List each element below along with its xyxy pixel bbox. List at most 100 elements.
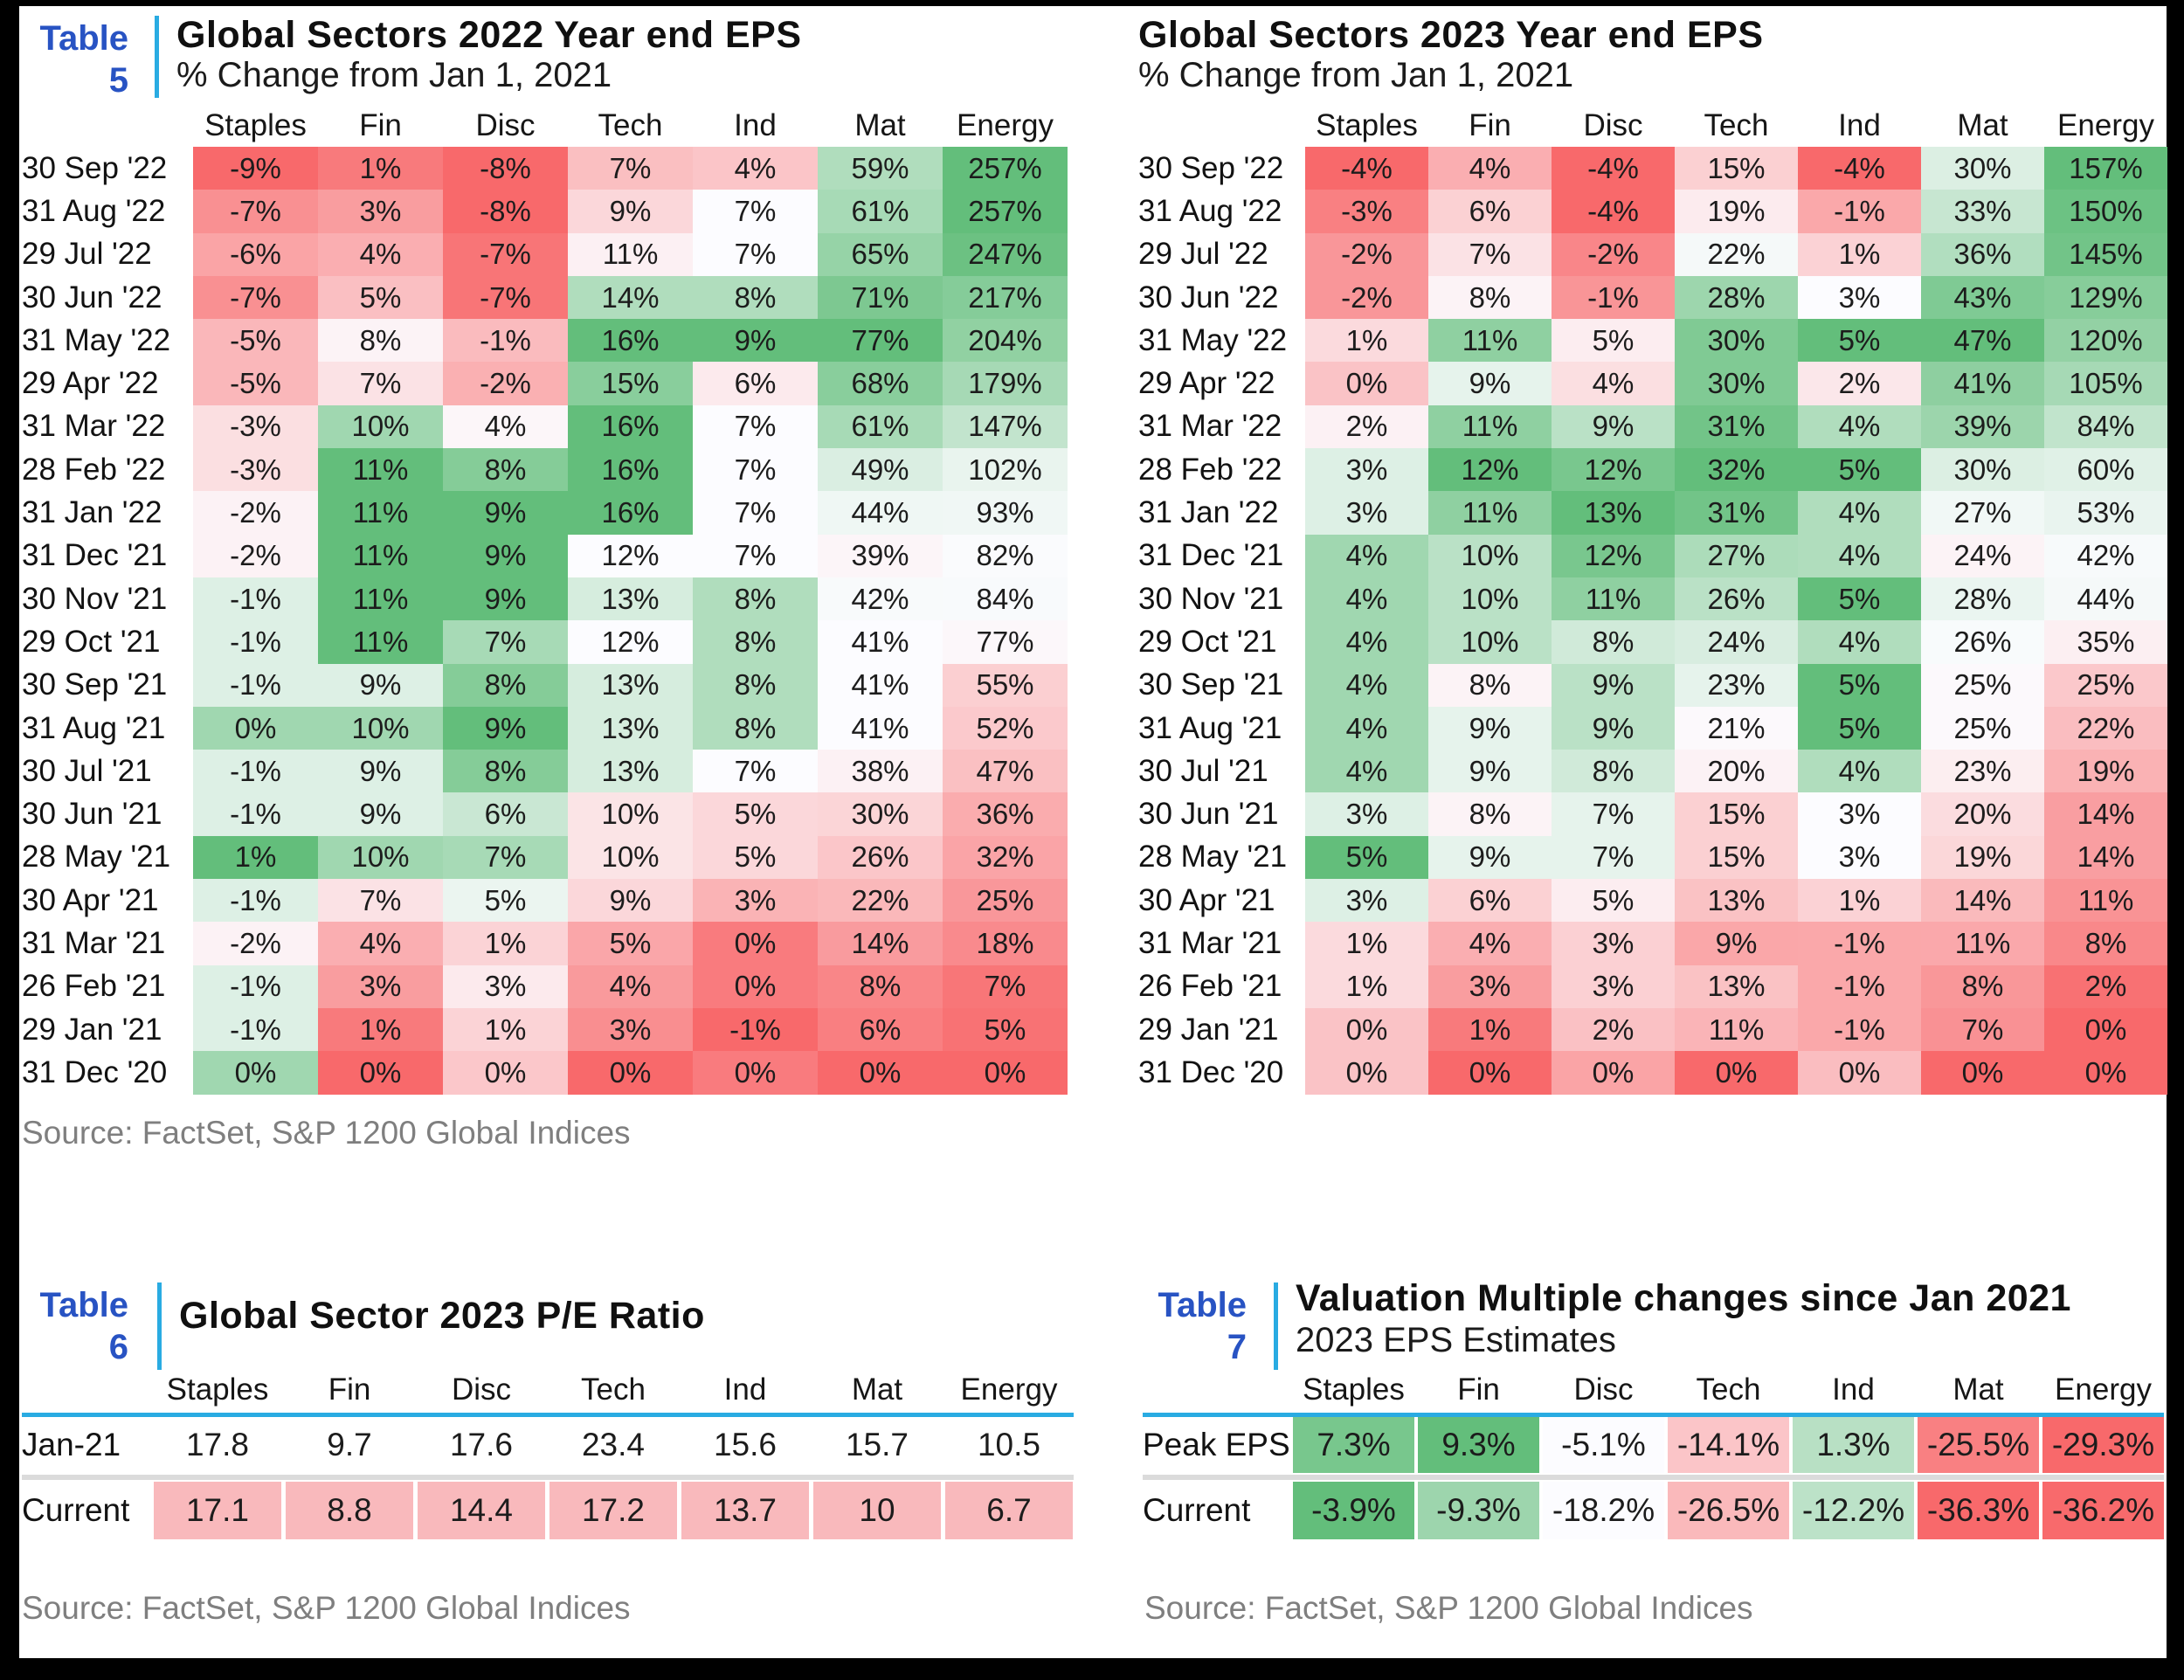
heatmap-cell: 0% <box>1305 1051 1428 1095</box>
heatmap-cell: 2% <box>1552 1007 1675 1052</box>
heatmap-cell: -1% <box>1798 1007 1921 1052</box>
value-cell: -26.5% <box>1668 1482 1789 1539</box>
heatmap-cell: 9% <box>693 319 818 363</box>
heatmap-cell: 204% <box>943 319 1068 363</box>
heatmap-cell: 11% <box>1428 319 1552 363</box>
column-header: Disc <box>475 108 536 142</box>
heatmap-cell: 30% <box>818 792 943 836</box>
header-divider-line <box>22 1413 1074 1417</box>
heatmap-cell: 1% <box>318 1007 443 1052</box>
header-row: Staples Fin Disc Tech Ind Mat Energy <box>22 1367 1074 1413</box>
table5-label-word: Table <box>39 19 128 58</box>
table7-label-word: Table <box>1158 1286 1247 1324</box>
heatmap-cell: 11% <box>1428 404 1552 449</box>
column-header: Disc <box>451 1372 512 1407</box>
heatmap-cell: 4% <box>1428 147 1552 190</box>
heatmap-cell: 5% <box>693 835 818 880</box>
row-divider-line <box>22 1475 1074 1480</box>
heatmap-cell: 22% <box>1675 232 1798 276</box>
table6-title: Global Sector 2023 P/E Ratio <box>179 1295 705 1337</box>
heatmap-cell: 16% <box>568 491 693 535</box>
heatmap-cell: 60% <box>2044 448 2167 492</box>
heatmap-cell: 1% <box>318 147 443 190</box>
heatmap-cell: 43% <box>1921 275 2044 320</box>
column-header: Mat <box>1952 1372 2004 1407</box>
heatmap-cell: 9% <box>318 750 443 793</box>
heatmap-cell: 0% <box>193 706 318 750</box>
column-header: Fin <box>1469 108 1511 142</box>
heatmap-cell: 3% <box>693 879 818 923</box>
row-label: 30 Jun '22 <box>22 280 162 315</box>
row-label: 28 May '21 <box>1138 840 1288 875</box>
table2023-subtitle: % Change from Jan 1, 2021 <box>1138 56 1574 94</box>
column-header: Mat <box>1957 108 2008 142</box>
heatmap-cell: 4% <box>1798 750 1921 793</box>
heatmap-cell: 4% <box>1305 534 1428 577</box>
heatmap-cell: 6% <box>443 792 568 836</box>
row-label: 31 Dec '21 <box>22 538 168 573</box>
heatmap-cell: 10% <box>1428 620 1552 664</box>
heatmap-cell: 12% <box>1552 448 1675 492</box>
heatmap-cell: -2% <box>193 534 318 577</box>
heatmap-cell: 47% <box>1921 319 2044 363</box>
value-cell: -18.2% <box>1543 1482 1664 1539</box>
heatmap-cell: 4% <box>1798 620 1921 664</box>
heatmap-cell: 3% <box>568 1007 693 1052</box>
heatmap-cell: 3% <box>318 190 443 233</box>
heatmap-cell: 5% <box>568 922 693 965</box>
heatmap-cell: 0% <box>1305 362 1428 405</box>
heatmap-cell: 4% <box>1798 534 1921 577</box>
row-label: 31 Mar '21 <box>22 925 166 960</box>
heatmap-cell: 10% <box>1428 534 1552 577</box>
row-label: 28 May '21 <box>22 840 171 875</box>
heatmap-cell: 4% <box>568 964 693 1008</box>
heatmap-cell: 0% <box>193 1051 318 1095</box>
heatmap-cell: 8% <box>1428 792 1552 836</box>
heatmap-cell: 23% <box>1921 750 2044 793</box>
heatmap-cell: 8% <box>1428 663 1552 707</box>
row-label: 29 Oct '21 <box>22 624 161 659</box>
column-header: Staples <box>1316 108 1418 142</box>
heatmap-cell: 9% <box>318 792 443 836</box>
heatmap-cell: -2% <box>1552 232 1675 276</box>
table-row: Current -3.9% -9.3% -18.2% -26.5% -12.2% -36.3… <box>1143 1482 2164 1539</box>
row-label: 26 Feb '21 <box>1138 969 1282 1004</box>
column-header: Energy <box>2057 108 2154 142</box>
heatmap-cell: 3% <box>1305 448 1428 492</box>
row-label: 30 Jul '21 <box>22 753 152 788</box>
heatmap-cell: -1% <box>1552 275 1675 320</box>
column-header: Mat <box>854 108 906 142</box>
heatmap-cell: 41% <box>818 620 943 664</box>
table2023-heatmap: Staples Fin Disc Tech Ind Mat Energy 30 Sep '22… <box>1138 105 2167 1095</box>
heatmap-cell: 4% <box>693 147 818 190</box>
heatmap-cell: 3% <box>1305 792 1428 836</box>
row-label: 31 Mar '22 <box>1138 409 1282 444</box>
heatmap-cell: 4% <box>1305 577 1428 621</box>
column-header: Staples <box>204 108 307 142</box>
heatmap-cell: 12% <box>1428 448 1552 492</box>
heatmap-cell: 13% <box>568 577 693 621</box>
heatmap-cell: 23% <box>1675 663 1798 707</box>
heatmap-cell: 26% <box>818 835 943 880</box>
heatmap-cell: -7% <box>443 275 568 320</box>
heatmap-cell: 8% <box>693 620 818 664</box>
heatmap-cell: 0% <box>318 1051 443 1095</box>
column-header: Ind <box>734 108 777 142</box>
value-cell: -3.9% <box>1293 1482 1414 1539</box>
value-cell: -9.3% <box>1418 1482 1539 1539</box>
column-header: Fin <box>1457 1372 1500 1407</box>
heatmap-cell: 55% <box>943 663 1068 707</box>
heatmap-cell: 129% <box>2044 275 2167 320</box>
heatmap-cell: 6% <box>818 1007 943 1052</box>
heatmap-cell: 8% <box>2044 922 2167 965</box>
table-row: Peak EPS 7.3% 9.3% -5.1% -14.1% 1.3% -25.5% -29… <box>1143 1417 2164 1473</box>
heatmap-cell: 30% <box>1675 319 1798 363</box>
heatmap-cell: 36% <box>943 792 1068 836</box>
heatmap-cell: 14% <box>568 275 693 320</box>
heatmap-cell: 30% <box>1675 362 1798 405</box>
heatmap-cell: 25% <box>1921 706 2044 750</box>
heatmap-cell: 14% <box>818 922 943 965</box>
heatmap-cell: 3% <box>1798 275 1921 320</box>
row-label: 29 Jul '22 <box>22 237 152 272</box>
heatmap-cell: 3% <box>1552 964 1675 1008</box>
